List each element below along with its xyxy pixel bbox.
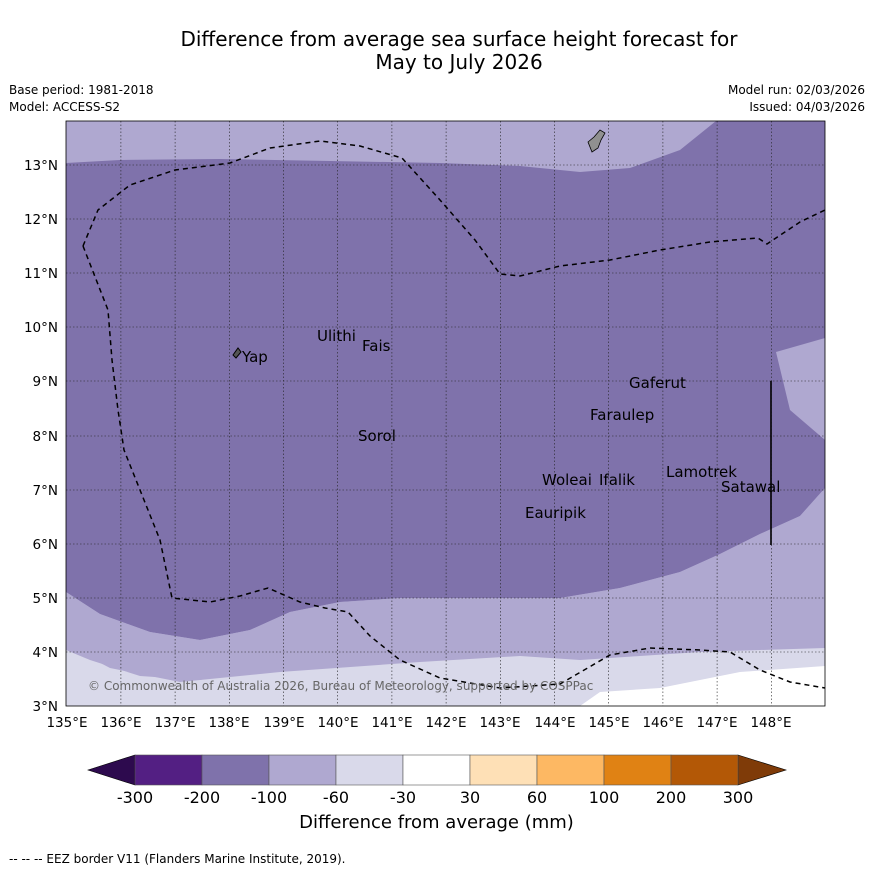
model-run: Model run: 02/03/2026 [727, 83, 865, 97]
colorbar-tick: -30 [390, 788, 416, 807]
lon-tick: 143°E [479, 715, 520, 731]
title-line-1: Difference from average sea surface heig… [180, 27, 738, 51]
lat-tick: 5°N [33, 591, 58, 607]
colorbar: -300 -200 -100 -60 -30 30 60 100 200 300 [87, 754, 788, 807]
issued-date: Issued: 04/03/2026 [749, 100, 865, 114]
lon-tick: 138°E [208, 715, 249, 731]
meta-right: Model run: 02/03/2026 Issued: 04/03/2026 [728, 82, 865, 116]
band-lower-strip [66, 488, 825, 680]
colorbar-segment [335, 754, 404, 786]
colorbar-under-arrow [87, 754, 136, 786]
lon-tick: 139°E [263, 715, 304, 731]
colorbar-tick: -100 [251, 788, 287, 807]
colorbar-tick: 30 [460, 788, 480, 807]
place-labels: Ulithi Fais Yap Gaferut Faraulep Sorol L… [241, 327, 780, 522]
lon-tick: 144°E [534, 715, 575, 731]
colorbar-segment [402, 754, 471, 786]
lat-tick: 3°N [33, 699, 58, 715]
lon-tick: 136°E [100, 715, 141, 731]
copyright-text: © Commonwealth of Australia 2026, Bureau… [88, 679, 593, 693]
colorbar-tick: 60 [527, 788, 547, 807]
place-label: Faraulep [590, 406, 654, 424]
lon-tick: 142°E [425, 715, 466, 731]
place-label: Lamotrek [666, 463, 737, 481]
colorbar-tick: -60 [323, 788, 349, 807]
colorbar-segment [134, 754, 203, 786]
guam-island [587, 129, 606, 153]
colorbar-segment [201, 754, 270, 786]
lat-tick: 12°N [24, 212, 58, 228]
lon-tick: 145°E [588, 715, 629, 731]
lat-tick: 9°N [33, 374, 58, 390]
colorbar-segment [670, 754, 739, 786]
lat-tick: 7°N [33, 483, 58, 499]
lat-tick: 4°N [33, 645, 58, 661]
place-label: Gaferut [629, 374, 686, 392]
model-name: Model: ACCESS-S2 [9, 100, 121, 114]
lon-tick: 146°E [642, 715, 683, 731]
place-label: Woleai [542, 471, 592, 489]
colorbar-segment [536, 754, 605, 786]
colorbar-tick: 200 [656, 788, 687, 807]
chart-title: Difference from average sea surface heig… [0, 28, 873, 74]
map-border [65, 120, 826, 707]
colorbar-segment [469, 754, 538, 786]
meta-left: Base period: 1981-2018 Model: ACCESS-S2 [9, 82, 154, 116]
lon-tick: 141°E [371, 715, 412, 731]
place-label: Ifalik [599, 471, 635, 489]
lon-tick: 148°E [750, 715, 791, 731]
place-label: Satawal [721, 478, 780, 496]
colorbar-segment [603, 754, 672, 786]
lat-tick: 13°N [24, 158, 58, 174]
place-label: Sorol [358, 427, 396, 445]
colorbar-tick: 300 [723, 788, 754, 807]
lat-tick: 11°N [24, 266, 58, 282]
yap-island [232, 347, 242, 359]
colorbar-segment [268, 754, 337, 786]
place-label: Ulithi [317, 327, 356, 345]
lat-axis: 13°N 12°N 11°N 10°N 9°N 8°N 7°N 6°N 5°N … [24, 158, 58, 715]
colorbar-over-arrow [737, 754, 788, 786]
lon-tick: 147°E [696, 715, 737, 731]
colorbar-tick: 100 [589, 788, 620, 807]
colorbar-title: Difference from average (mm) [299, 812, 574, 833]
band-neutral-right [580, 666, 825, 706]
title-line-2: May to July 2026 [375, 50, 543, 74]
lon-tick: 137°E [154, 715, 195, 731]
map-area [66, 121, 825, 706]
lat-tick: 8°N [33, 429, 58, 445]
colorbar-tick: -200 [184, 788, 220, 807]
lon-tick: 140°E [317, 715, 358, 731]
lon-tick: 135°E [46, 715, 87, 731]
place-label: Yap [241, 348, 268, 366]
place-label: Eauripik [525, 504, 586, 522]
footnote: -- -- -- EEZ border V11 (Flanders Marine… [9, 852, 346, 866]
colorbar-tick: -300 [117, 788, 153, 807]
base-period: Base period: 1981-2018 [9, 83, 154, 97]
eez-borders [82, 140, 826, 689]
band-minus200-minus100 [66, 121, 825, 640]
lat-tick: 6°N [33, 537, 58, 553]
gridlines [66, 121, 825, 706]
lat-tick: 10°N [24, 320, 58, 336]
place-label: Fais [362, 337, 391, 355]
lon-axis: 135°E 136°E 137°E 138°E 139°E 140°E 141°… [46, 715, 791, 731]
